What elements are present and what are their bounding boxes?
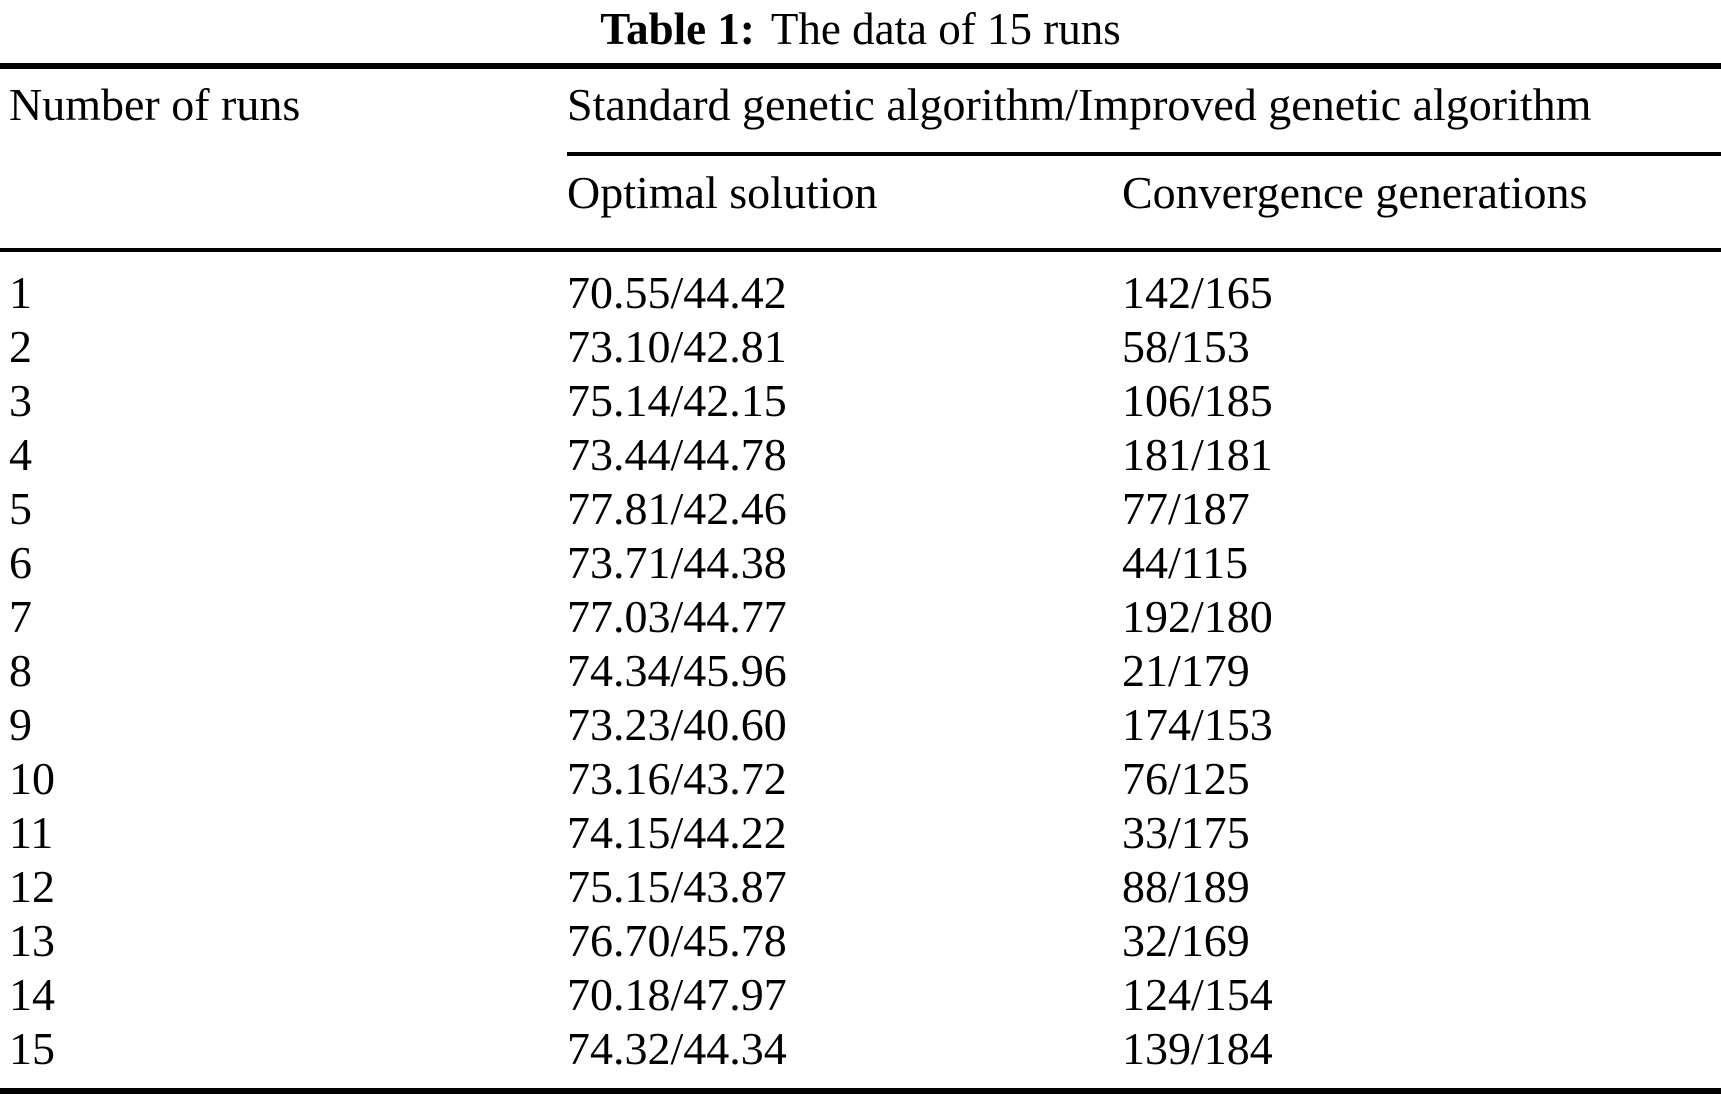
table-row: 3 75.14/42.15 106/185 xyxy=(0,374,1721,428)
convergence-generations-cell: 77/187 xyxy=(1122,483,1250,534)
header-row-sub: Optimal solution Convergence generations xyxy=(0,154,1721,252)
table-header: Number of runs Standard genetic algorith… xyxy=(0,66,1721,252)
optimal-solution-cell: 74.34/45.96 xyxy=(567,645,787,696)
table-row: 14 70.18/47.97 124/154 xyxy=(0,968,1721,1022)
run-number-cell: 1 xyxy=(9,267,32,318)
run-number-cell: 2 xyxy=(9,321,32,372)
table-row: 2 73.10/42.81 58/153 xyxy=(0,320,1721,374)
run-number-cell: 8 xyxy=(9,645,32,696)
optimal-solution-cell: 73.71/44.38 xyxy=(567,537,787,588)
optimal-solution-cell: 70.55/44.42 xyxy=(567,267,787,318)
table-row: 10 73.16/43.72 76/125 xyxy=(0,752,1721,806)
table-row: 1 70.55/44.42 142/165 xyxy=(0,250,1721,320)
run-number-cell: 3 xyxy=(9,375,32,426)
convergence-generations-cell: 181/181 xyxy=(1122,429,1273,480)
optimal-solution-cell: 74.32/44.34 xyxy=(567,1023,787,1074)
header-algorithms-group: Standard genetic algorithm/Improved gene… xyxy=(567,66,1721,156)
run-number-cell: 15 xyxy=(9,1023,55,1074)
header-row-group: Number of runs Standard genetic algorith… xyxy=(0,66,1721,156)
run-number-cell: 9 xyxy=(9,699,32,750)
convergence-generations-cell: 76/125 xyxy=(1122,753,1250,804)
convergence-generations-cell: 106/185 xyxy=(1122,375,1273,426)
run-number-cell: 6 xyxy=(9,537,32,588)
convergence-generations-cell: 33/175 xyxy=(1122,807,1250,858)
optimal-solution-cell: 75.15/43.87 xyxy=(567,861,787,912)
convergence-generations-cell: 174/153 xyxy=(1122,699,1273,750)
header-spacer-cell xyxy=(0,154,567,252)
run-number-cell: 12 xyxy=(9,861,55,912)
optimal-solution-cell: 75.14/42.15 xyxy=(567,375,787,426)
convergence-generations-cell: 32/169 xyxy=(1122,915,1250,966)
run-number-cell: 5 xyxy=(9,483,32,534)
table-row: 13 76.70/45.78 32/169 xyxy=(0,914,1721,968)
optimal-solution-cell: 77.81/42.46 xyxy=(567,483,787,534)
convergence-generations-cell: 142/165 xyxy=(1122,267,1273,318)
convergence-generations-cell: 124/154 xyxy=(1122,969,1273,1020)
run-number-cell: 13 xyxy=(9,915,55,966)
table-caption: Table 1: The data of 15 runs xyxy=(0,0,1721,63)
run-number-cell: 11 xyxy=(9,807,54,858)
convergence-generations-cell: 139/184 xyxy=(1122,1023,1273,1074)
optimal-solution-cell: 73.44/44.78 xyxy=(567,429,787,480)
table-row: 5 77.81/42.46 77/187 xyxy=(0,482,1721,536)
optimal-solution-cell: 76.70/45.78 xyxy=(567,915,787,966)
table-row: 6 73.71/44.38 44/115 xyxy=(0,536,1721,590)
optimal-solution-cell: 77.03/44.77 xyxy=(567,591,787,642)
table-row: 9 73.23/40.60 174/153 xyxy=(0,698,1721,752)
convergence-generations-cell: 88/189 xyxy=(1122,861,1250,912)
optimal-solution-cell: 73.10/42.81 xyxy=(567,321,787,372)
table-row: 12 75.15/43.87 88/189 xyxy=(0,860,1721,914)
run-number-cell: 7 xyxy=(9,591,32,642)
header-optimal-solution: Optimal solution xyxy=(567,154,1122,252)
optimal-solution-cell: 73.23/40.60 xyxy=(567,699,787,750)
data-table: Number of runs Standard genetic algorith… xyxy=(0,63,1721,1094)
convergence-generations-cell: 44/115 xyxy=(1122,537,1249,588)
run-number-cell: 14 xyxy=(9,969,55,1020)
table-body: 1 70.55/44.42 142/165 2 73.10/42.81 58/153 3 75… xyxy=(0,250,1721,1091)
header-number-of-runs: Number of runs xyxy=(9,79,301,130)
header-convergence-generations: Convergence generations xyxy=(1122,154,1721,252)
run-number-cell: 4 xyxy=(9,429,32,480)
table-caption-text: The data of 15 runs xyxy=(770,4,1121,54)
convergence-generations-cell: 21/179 xyxy=(1122,645,1250,696)
table-row: 11 74.15/44.22 33/175 xyxy=(0,806,1721,860)
table-row: 7 77.03/44.77 192/180 xyxy=(0,590,1721,644)
table-row: 4 73.44/44.78 181/181 xyxy=(0,428,1721,482)
optimal-solution-cell: 73.16/43.72 xyxy=(567,753,787,804)
run-number-cell: 10 xyxy=(9,753,55,804)
table-row: 15 74.32/44.34 139/184 xyxy=(0,1022,1721,1091)
optimal-solution-cell: 74.15/44.22 xyxy=(567,807,787,858)
convergence-generations-cell: 192/180 xyxy=(1122,591,1273,642)
table-row: 8 74.34/45.96 21/179 xyxy=(0,644,1721,698)
convergence-generations-cell: 58/153 xyxy=(1122,321,1250,372)
optimal-solution-cell: 70.18/47.97 xyxy=(567,969,787,1020)
table-caption-label: Table 1: xyxy=(600,4,755,54)
